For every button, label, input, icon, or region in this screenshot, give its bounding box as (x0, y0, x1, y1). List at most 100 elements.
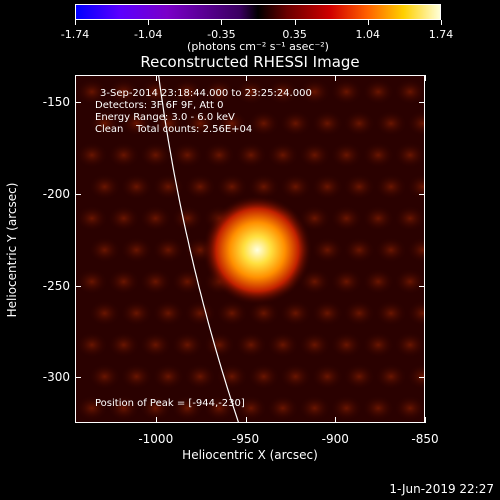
ripple-blob (107, 142, 140, 169)
ripple-blob (394, 142, 424, 169)
solar-limb (158, 76, 239, 422)
image-plot: 3-Sep-2014 23:18:44.000 to 23:25:24.000 … (75, 75, 425, 423)
clean-counts: Clean Total counts: 2.56E+04 (95, 124, 253, 135)
colorbar-tick-label: 1.04 (355, 28, 381, 41)
ripple-blob (107, 331, 140, 358)
ripple-blob (215, 110, 248, 137)
ripple-blob (406, 237, 424, 263)
ripple-blob (375, 110, 407, 137)
ripple-blob (171, 142, 204, 169)
ripple-blob (266, 78, 299, 105)
y-axis-label: Heliocentric Y (arcsec) (5, 182, 19, 318)
ripple-blob (171, 395, 204, 422)
ripple-blob (152, 363, 185, 390)
ripple-blob (76, 205, 108, 232)
ripple-blob (184, 110, 217, 137)
ripple-blob (311, 237, 344, 263)
colorbar-tick-label: -1.04 (133, 28, 163, 41)
ripple-blob (279, 300, 312, 327)
ripple-blob (375, 363, 407, 390)
ripple-blob (215, 173, 248, 200)
ripple-blob (279, 110, 312, 137)
ripple-blob (298, 331, 331, 358)
y-tick-label: -250 (42, 278, 70, 293)
ripple-blob (139, 395, 172, 422)
ripple-blob (76, 331, 108, 358)
ripple-blob (394, 78, 424, 105)
ripple-blob (203, 78, 236, 105)
ripple-blob (152, 110, 185, 137)
ripple-blob (120, 173, 153, 200)
y-tick (419, 102, 425, 104)
ripple-blob (362, 395, 395, 422)
ripple-blob (362, 78, 395, 105)
colorbar-tick-label: -0.35 (207, 28, 236, 41)
ripple-blob (152, 237, 185, 263)
colorbar-tick-label: -1.74 (60, 28, 90, 41)
ripple-blob (330, 78, 363, 105)
ripple-blob (394, 205, 424, 232)
y-tick (75, 194, 81, 196)
ripple-blob (203, 142, 236, 169)
ripple-blob (406, 363, 424, 390)
colorbar (75, 4, 441, 20)
ripple-blob (203, 331, 236, 358)
ripple-blob (375, 173, 407, 200)
ripple-blob (394, 395, 424, 422)
ripple-blob (171, 268, 204, 295)
ripple-blob (311, 300, 344, 327)
y-tick (75, 102, 81, 104)
x-tick-label: -950 (231, 432, 260, 446)
ripple-blob (184, 300, 217, 327)
y-tick (75, 377, 81, 379)
ripple-blob (362, 205, 395, 232)
ripple-blob (375, 237, 407, 263)
ripple-blob (279, 363, 312, 390)
ripple-blob (406, 173, 424, 200)
ripple-blob (330, 331, 363, 358)
ripple-blob (330, 205, 363, 232)
ripple-blob (88, 363, 121, 390)
ripple-blob (139, 142, 172, 169)
ripple-blob (394, 268, 424, 295)
y-tick-label: -300 (42, 370, 70, 385)
ripple-blob (343, 237, 376, 263)
ripple-blob (330, 142, 363, 169)
ripple-blob (298, 205, 331, 232)
x-tick (155, 75, 157, 81)
x-axis-label: Heliocentric X (arcsec) (182, 448, 318, 462)
ripple-blob (343, 110, 376, 137)
ripple-blob (311, 110, 344, 137)
ripple-blob (76, 142, 108, 169)
ripple-blob (107, 268, 140, 295)
ripple-blob (343, 300, 376, 327)
ripple-blob (139, 268, 172, 295)
ripple-blob (362, 331, 395, 358)
ripple-blob (343, 173, 376, 200)
ripple-blob (343, 363, 376, 390)
background-ripples (76, 78, 424, 422)
ripple-blob (107, 78, 140, 105)
ripple-blob (311, 173, 344, 200)
ripple-blob (247, 300, 280, 327)
ripple-blob (266, 142, 299, 169)
ripple-blob (298, 395, 331, 422)
ripple-blob (215, 363, 248, 390)
colorbar-tick-label: 0.35 (282, 28, 307, 41)
ripple-blob (330, 268, 363, 295)
colorbar-tick (441, 20, 442, 25)
ripple-blob (76, 395, 108, 422)
x-tick-label: -1000 (138, 432, 174, 446)
detectors: Detectors: 3F 6F 9F, Att 0 (95, 100, 224, 111)
ripple-blob (266, 395, 299, 422)
ripple-blob (298, 78, 331, 105)
ripple-blob (120, 363, 153, 390)
ripple-blob (171, 205, 204, 232)
ripple-blob (215, 300, 248, 327)
ripple-blob (139, 205, 172, 232)
ripple-blob (88, 173, 121, 200)
colorbar-tick (75, 20, 76, 25)
ripple-blob (76, 78, 108, 105)
ripple-blob (298, 142, 331, 169)
ripple-blob (139, 78, 172, 105)
